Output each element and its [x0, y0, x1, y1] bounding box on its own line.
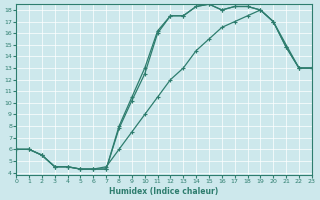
X-axis label: Humidex (Indice chaleur): Humidex (Indice chaleur) — [109, 187, 219, 196]
